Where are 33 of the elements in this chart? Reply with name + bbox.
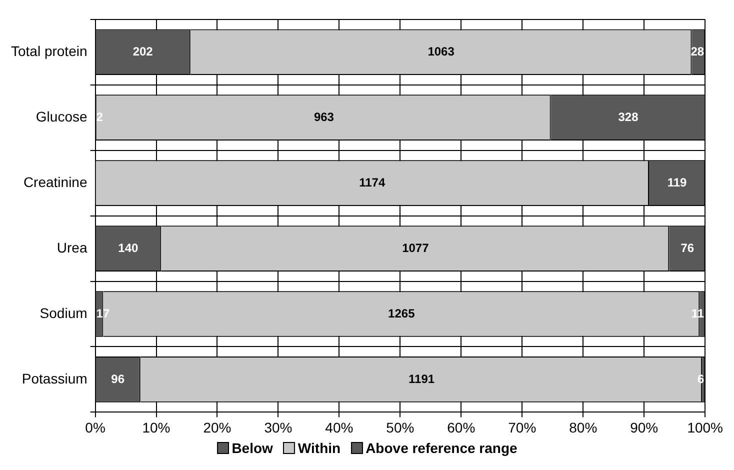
annotation: 202 [132,44,154,58]
y-tick-label: Glucose [36,108,88,124]
x-tick-label: 10% [142,419,170,436]
x-tick-label: 70% [508,419,536,436]
y-tick-label: Creatinine [23,174,88,190]
x-tick-label: 90% [630,419,658,436]
x-tick-label: 30% [264,419,292,436]
x-tick-label: 80% [569,419,598,436]
annotation: 963 [314,110,334,124]
annotation: 1174 [359,175,386,190]
annotation: 140 [118,240,139,255]
annotation: 96 [111,372,125,386]
x-tick-label: 0% [85,419,106,436]
x-tick-label: 40% [325,419,354,436]
x-tick-label: 100% [687,419,724,436]
legend-label: Below [232,440,273,456]
annotation: 1077 [402,240,430,255]
y-tick-label: Urea [56,239,88,256]
annotation: 1063 [428,44,455,58]
y-tick-label: Potassium [22,370,88,386]
x-tick-label: 60% [447,419,476,436]
y-tick-label: Sodium [40,304,88,321]
x-tick-label: 50% [386,419,414,436]
annotation: 28 [690,44,704,58]
x-tick-label: 20% [203,419,232,436]
legend-label: Above reference range [366,440,518,456]
annotation: 1265 [388,306,416,320]
y-tick-label: Total protein [10,42,88,59]
annotation: 1191 [408,372,435,386]
annotation: 76 [680,240,694,255]
annotation: 119 [667,175,688,190]
text: Within [298,440,341,456]
annotation: 328 [618,110,639,124]
